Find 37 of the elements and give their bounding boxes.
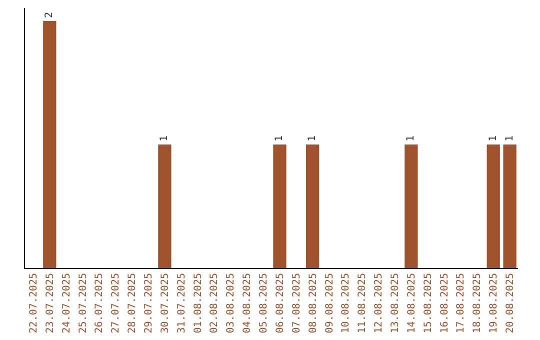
data-label: 1: [159, 135, 170, 142]
x-tick-label: 08.08.2025: [308, 273, 319, 334]
x-tick-label: 06.08.2025: [274, 273, 286, 334]
x-tick-label: 11.08.2025: [357, 273, 368, 334]
x-tick-label: 31.07.2025: [176, 273, 188, 334]
x-tick-label: 12.08.2025: [374, 273, 385, 334]
x-tick-label: 27.07.2025: [110, 273, 122, 334]
x-tick-label: 26.07.2025: [94, 273, 106, 334]
x-tick-label: 03.08.2025: [226, 273, 237, 334]
x-tick-label: 19.08.2025: [488, 273, 500, 334]
x-tick-label: 29.07.2025: [144, 273, 154, 334]
x-tick-label: 05.08.2025: [258, 273, 270, 334]
x-tick-label: 09.08.2025: [324, 273, 336, 334]
data-label: 1: [274, 135, 286, 142]
x-tick-label: 10.08.2025: [340, 273, 352, 334]
x-tick-label: 04.08.2025: [242, 273, 254, 334]
x-tick-label: 02.08.2025: [209, 273, 220, 334]
x-tick-label: 28.07.2025: [127, 273, 138, 334]
x-tick-label: 01.08.2025: [192, 273, 204, 334]
x-tick-label: 30.07.2025: [160, 273, 171, 334]
data-label: 1: [504, 135, 516, 142]
x-tick-label: 13.08.2025: [390, 273, 401, 334]
data-label: 1: [406, 135, 417, 142]
data-label: 1: [488, 135, 499, 142]
x-tick-label: 23.07.2025: [44, 273, 56, 334]
x-tick-label: 18.08.2025: [472, 273, 484, 334]
x-tick-label: 22.07.2025: [28, 273, 40, 334]
x-tick-label: 24.07.2025: [61, 273, 72, 334]
data-label: 1: [307, 135, 318, 142]
x-tick-label: 20.08.2025: [505, 273, 516, 334]
x-tick-label: 07.08.2025: [291, 273, 302, 334]
x-tick-label: 17.08.2025: [456, 273, 467, 334]
x-tick-label: 25.07.2025: [78, 273, 89, 334]
x-tick-label: 15.08.2025: [422, 273, 434, 334]
x-tick-label: 14.08.2025: [406, 273, 418, 334]
x-tick-label: 16.08.2025: [439, 273, 450, 334]
data-label: 2: [44, 12, 56, 18]
